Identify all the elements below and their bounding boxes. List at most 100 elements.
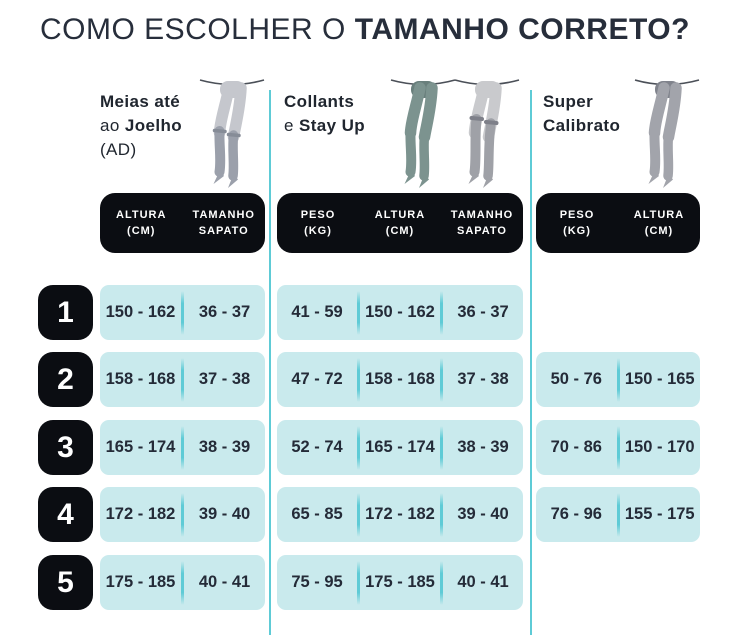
- table-cell: 150 - 165: [624, 370, 695, 388]
- knee-high-socks-legs-icon: [197, 73, 267, 191]
- table-cell: 50 - 76: [550, 370, 602, 388]
- cell-divider: [181, 425, 184, 470]
- meias-row-values: 175 - 185 40 - 41: [100, 555, 265, 610]
- section-label-super-calibrato: Super Calibrato: [543, 90, 620, 138]
- column-header: TAMANHO SAPATO: [192, 209, 255, 237]
- page-title: COMO ESCOLHER O TAMANHO CORRETO?: [40, 13, 690, 47]
- table-cell: 36 - 37: [198, 303, 251, 321]
- size-badge: 2: [38, 352, 93, 407]
- cell-divider: [440, 357, 443, 402]
- cell-divider: [181, 357, 184, 402]
- stay-up-stockings-legs-icon: [452, 73, 522, 191]
- cell-divider: [440, 290, 443, 335]
- table-cell: 38 - 39: [457, 438, 509, 456]
- section-label-line: Calibrato: [543, 116, 621, 135]
- size-badge: 5: [38, 555, 93, 610]
- meias-row-values: 172 - 182 39 - 40: [100, 487, 265, 542]
- super-calibrato-row-values: 70 - 86 150 - 170: [536, 420, 700, 475]
- super-calibrato-row-values: 50 - 76 150 - 165: [536, 352, 700, 407]
- table-cell: 36 - 37: [457, 303, 509, 321]
- table-cell: 39 - 40: [457, 505, 509, 523]
- section-divider: [530, 90, 532, 635]
- cell-divider: [357, 290, 360, 335]
- table-cell: 175 - 185: [105, 573, 176, 591]
- size-badge: 4: [38, 487, 93, 542]
- section-label-line: Collants: [284, 92, 355, 111]
- cell-divider: [440, 560, 443, 605]
- table-cell: 65 - 85: [291, 505, 343, 523]
- table-cell: 155 - 175: [624, 505, 695, 523]
- section-label-meias: Meias até ao Joelho (AD): [100, 90, 182, 162]
- cell-divider: [616, 425, 620, 470]
- table-row: 5 175 - 185 40 - 41 75 - 95 175 - 185 40…: [0, 555, 750, 610]
- table-row: 1 150 - 162 36 - 37 41 - 59 150 - 162 36…: [0, 285, 750, 340]
- super-calibrato-legs-icon: [632, 73, 702, 191]
- cell-divider: [181, 560, 184, 605]
- column-header: PESO (KG): [559, 209, 595, 237]
- table-cell: 39 - 40: [198, 505, 251, 523]
- cell-divider: [181, 290, 184, 335]
- cell-divider: [616, 492, 620, 537]
- table-cell: 158 - 168: [365, 370, 435, 388]
- section-label-line: ao: [100, 116, 120, 135]
- column-header: TAMANHO SAPATO: [450, 209, 514, 237]
- section-label-line: Meias até: [100, 92, 181, 111]
- section-label-line: Stay Up: [298, 116, 366, 135]
- table-cell: 38 - 39: [198, 438, 251, 456]
- table-cell: 150 - 162: [365, 303, 435, 321]
- page-title-emphasis: TAMANHO CORRETO?: [354, 13, 690, 46]
- table-cell: 150 - 162: [105, 303, 176, 321]
- section-label-line: (AD): [100, 140, 137, 159]
- table-cell: 76 - 96: [550, 505, 602, 523]
- cell-divider: [440, 492, 443, 537]
- table-header-super-calibrato: PESO (KG) ALTURA (CM): [536, 193, 700, 253]
- table-cell: 47 - 72: [291, 370, 343, 388]
- table-cell: 165 - 174: [365, 438, 435, 456]
- cell-divider: [181, 492, 184, 537]
- table-cell: 37 - 38: [198, 370, 251, 388]
- table-cell: 52 - 74: [291, 438, 343, 456]
- table-row: 4 172 - 182 39 - 40 65 - 85 172 - 182 39…: [0, 487, 750, 542]
- cell-divider: [616, 357, 620, 402]
- cell-divider: [357, 560, 360, 605]
- page-title-prefix: COMO ESCOLHER O: [40, 13, 355, 46]
- table-cell: 41 - 59: [291, 303, 343, 321]
- section-label-line: Super: [543, 92, 594, 111]
- table-cell: 70 - 86: [550, 438, 602, 456]
- table-cell: 40 - 41: [457, 573, 509, 591]
- table-cell: 172 - 182: [105, 505, 176, 523]
- column-header: ALTURA (CM): [116, 209, 167, 237]
- cell-divider: [357, 357, 360, 402]
- table-cell: 150 - 170: [624, 438, 695, 456]
- section-label-line: e: [284, 116, 294, 135]
- section-divider: [269, 90, 271, 635]
- table-cell: 75 - 95: [291, 573, 343, 591]
- collants-row-values: 65 - 85 172 - 182 39 - 40: [277, 487, 523, 542]
- column-header: ALTURA (CM): [633, 209, 685, 237]
- size-badge: 3: [38, 420, 93, 475]
- table-cell: 175 - 185: [365, 573, 435, 591]
- cell-divider: [440, 425, 443, 470]
- table-cell: 172 - 182: [365, 505, 435, 523]
- table-header-meias: ALTURA (CM) TAMANHO SAPATO: [100, 193, 265, 253]
- cell-divider: [357, 425, 360, 470]
- table-cell: 40 - 41: [198, 573, 251, 591]
- collants-row-values: 41 - 59 150 - 162 36 - 37: [277, 285, 523, 340]
- column-header: PESO (KG): [300, 209, 336, 237]
- table-cell: 158 - 168: [105, 370, 176, 388]
- size-badge: 1: [38, 285, 93, 340]
- meias-row-values: 165 - 174 38 - 39: [100, 420, 265, 475]
- table-cell: 37 - 38: [457, 370, 509, 388]
- table-cell: 165 - 174: [105, 438, 176, 456]
- collants-row-values: 47 - 72 158 - 168 37 - 38: [277, 352, 523, 407]
- cell-divider: [357, 492, 360, 537]
- column-header: ALTURA (CM): [374, 209, 426, 237]
- section-label-line: Joelho: [124, 116, 183, 135]
- table-row: 2 158 - 168 37 - 38 47 - 72 158 - 168 37…: [0, 352, 750, 407]
- tights-legs-icon: [388, 73, 458, 191]
- section-label-collants: Collants e Stay Up: [284, 90, 365, 138]
- table-row: 3 165 - 174 38 - 39 52 - 74 165 - 174 38…: [0, 420, 750, 475]
- meias-row-values: 150 - 162 36 - 37: [100, 285, 265, 340]
- meias-row-values: 158 - 168 37 - 38: [100, 352, 265, 407]
- collants-row-values: 75 - 95 175 - 185 40 - 41: [277, 555, 523, 610]
